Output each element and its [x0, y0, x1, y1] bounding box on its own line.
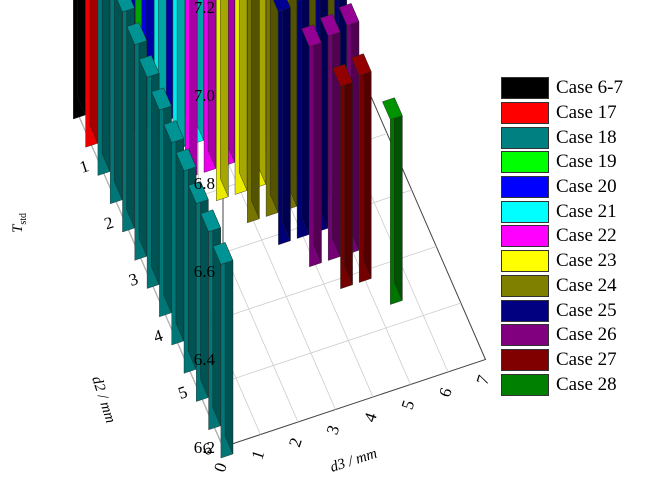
bar-case-18-20: [97, 0, 111, 176]
x-tick-label-5: 5: [398, 398, 419, 412]
legend-swatch: [501, 176, 549, 199]
bar-case-18-28: [109, 0, 123, 205]
legend-item-case-22: Case 22: [501, 224, 650, 249]
legend-swatch: [501, 324, 549, 347]
z-tick-label-1: 6.4: [194, 350, 216, 369]
x-tick-label-3: 3: [323, 423, 344, 437]
legend-label: Case 28: [556, 373, 617, 395]
legend-item-case-20: Case 20: [501, 175, 650, 200]
bar-case-18-63: [212, 242, 234, 459]
legend-item-case-18: Case 18: [501, 125, 650, 150]
legend-swatch: [501, 348, 549, 371]
legend-item-case-24: Case 24: [501, 274, 650, 299]
chart-legend: Case 6-7 Case 17 Case 18 Case 19 Case 20 Case…: [501, 76, 650, 397]
legend-label: Case 20: [556, 176, 617, 198]
legend-label: Case 22: [556, 225, 617, 247]
legend-label: Case 17: [556, 102, 617, 124]
y-axis-title: d2 / mm: [88, 374, 118, 425]
legend-item-case-6-7: Case 6-7: [501, 76, 650, 101]
bar-case-6-7-0: [73, 0, 86, 120]
y-tick-label-4: 5: [176, 382, 190, 403]
bar-case-23-36: [216, 0, 229, 202]
x-tick-label-4: 4: [360, 410, 381, 424]
legend-swatch: [501, 77, 549, 100]
bar-case-24-42: [247, 0, 260, 224]
z-tick-label-2: 6.6: [194, 262, 215, 281]
bar-case-21-22: [172, 0, 186, 151]
chart-bars: [73, 0, 403, 459]
bar-case-18-56: [163, 120, 184, 346]
bar-case-27-58: [351, 53, 372, 283]
legend-item-case-25: Case 25: [501, 298, 650, 323]
bar-case-22-29: [184, 0, 198, 180]
legend-swatch: [501, 225, 549, 248]
legend-label: Case 6-7: [556, 77, 624, 99]
z-tick-label-4: 7.0: [194, 86, 215, 105]
bar-case-17-12: [85, 0, 98, 148]
y-tick-label-1: 2: [102, 213, 116, 234]
legend-swatch: [501, 250, 549, 273]
legend-label: Case 19: [556, 151, 617, 173]
bar-case-18-35: [117, 0, 135, 233]
legend-swatch: [501, 151, 549, 174]
legend-swatch: [501, 299, 549, 322]
legend-item-case-23: Case 23: [501, 249, 650, 274]
legend-label: Case 25: [556, 299, 617, 321]
legend-item-case-17: Case 17: [501, 101, 650, 126]
legend-label: Case 26: [556, 324, 617, 346]
legend-label: Case 23: [556, 250, 617, 272]
legend-label: Case 18: [556, 126, 617, 148]
bar-case-18-41: [126, 22, 148, 261]
z-tick-label-0: 6.2: [194, 438, 215, 457]
bar-case-18-59: [175, 148, 197, 374]
bar-case-28-60: [382, 97, 403, 305]
bar-case-18-47: [139, 55, 160, 289]
bar-case-22-30: [203, 0, 217, 173]
y-tick-label-2: 3: [126, 269, 140, 290]
x-tick-label-1: 1: [248, 448, 269, 462]
legend-item-case-21: Case 21: [501, 199, 650, 224]
legend-item-case-26: Case 26: [501, 323, 650, 348]
z-tick-label-5: 7.2: [194, 0, 215, 17]
x-tick-label-0: 0: [210, 460, 231, 474]
bar-case-24-43: [265, 0, 279, 217]
legend-label: Case 24: [556, 274, 617, 296]
bar-case-25-48: [273, 0, 291, 246]
x-tick-label-7: 7: [473, 372, 494, 386]
legend-swatch: [501, 126, 549, 149]
x-axis-title: d3 / mm: [328, 446, 379, 476]
legend-label: Case 21: [556, 200, 617, 222]
z-tick-label-3: 6.8: [194, 174, 215, 193]
x-tick-label-2: 2: [285, 435, 306, 449]
z-axis-title: Tstd: [10, 213, 29, 233]
legend-label: Case 27: [556, 348, 617, 370]
legend-swatch: [501, 200, 549, 223]
bar-case-18-62: [200, 209, 221, 431]
bar-case-26-53: [301, 24, 322, 268]
bar-chart-3d: 6.26.46.66.87.07.27.401234567123456 Tstd…: [10, 0, 494, 476]
legend-swatch: [501, 102, 549, 125]
legend-item-case-28: Case 28: [501, 372, 650, 397]
legend-item-case-19: Case 19: [501, 150, 650, 175]
y-tick-label-0: 1: [77, 156, 91, 177]
x-tick-label-6: 6: [435, 385, 456, 399]
bar-case-18-61: [188, 181, 209, 402]
bar-case-23-37: [234, 0, 248, 195]
legend-swatch: [501, 274, 549, 297]
legend-swatch: [501, 373, 549, 396]
bar-case-27-57: [332, 64, 353, 290]
bar-case-25-49: [296, 0, 310, 239]
bar-case-18-52: [151, 87, 172, 318]
y-tick-label-3: 4: [151, 326, 165, 347]
legend-item-case-27: Case 27: [501, 348, 650, 373]
